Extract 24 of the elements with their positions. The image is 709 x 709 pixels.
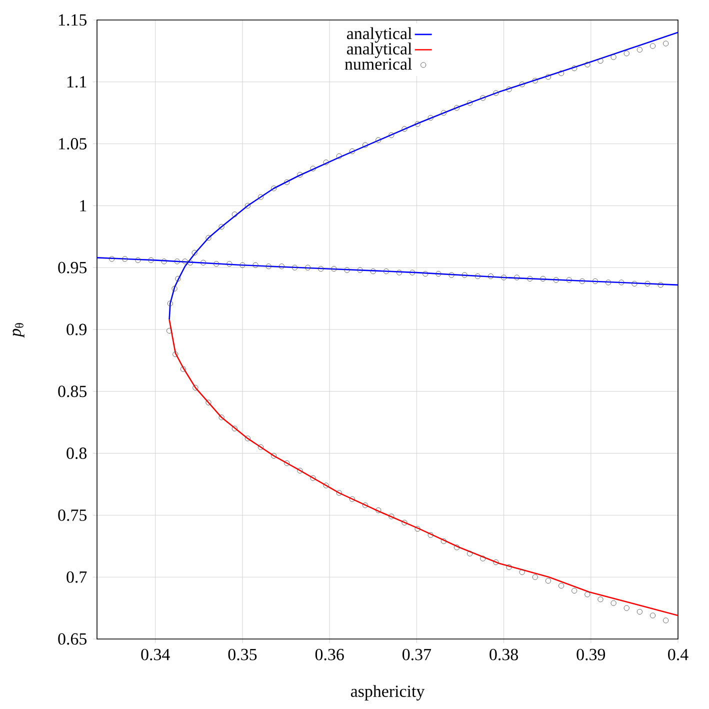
- x-tick-label: 0.36: [315, 648, 344, 660]
- x-tick-label: 0.38: [490, 648, 518, 660]
- y-axis-title: p$_{θ}$: [12, 323, 24, 338]
- y-tick-label: 1.1: [67, 76, 86, 88]
- x-tick-label: 0.37: [402, 648, 432, 660]
- y-tick-label: 0.8: [66, 448, 87, 460]
- y-tick-label: 0.7: [66, 571, 87, 583]
- y-tick-label: 0.9: [66, 324, 86, 336]
- x-tick-label: 0.34: [141, 648, 170, 660]
- y-tick-label: 0.95: [58, 262, 87, 274]
- legend-label: numerical: [344, 58, 412, 70]
- x-tick-label: 0.35: [228, 648, 257, 660]
- y-tick-label: 1.05: [59, 138, 87, 150]
- x-axis-title: asphericity: [350, 685, 425, 700]
- y-tick-label: 0.85: [58, 386, 87, 398]
- y-tick-label: 1.15: [59, 14, 87, 26]
- legend-label: analytical: [346, 42, 412, 58]
- y-tick-label: 0.65: [58, 633, 87, 645]
- y-tick-label: 1: [80, 200, 86, 212]
- legend-label: analytical: [346, 27, 412, 43]
- y-tick-label: 0.75: [58, 509, 87, 521]
- x-tick-label: 0.39: [576, 648, 606, 660]
- line-series: [168, 318, 679, 616]
- x-tick-label: 0.4: [668, 648, 688, 660]
